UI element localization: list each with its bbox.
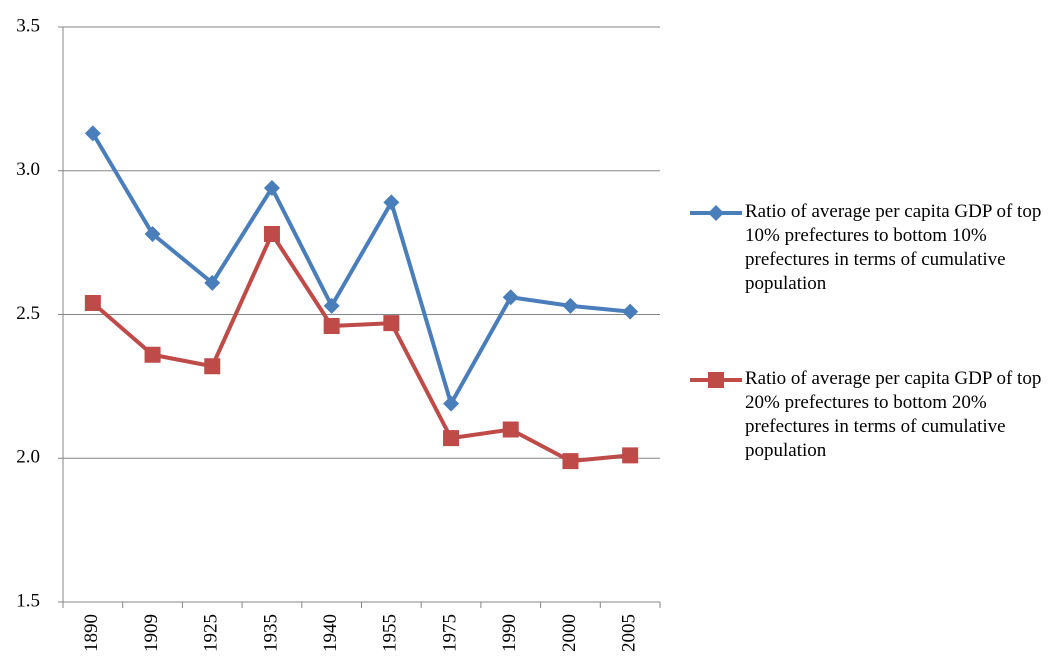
series-line [91,232,631,464]
data-point [323,318,340,334]
data-point [502,421,519,438]
data-point [204,274,221,291]
data-point [443,395,460,412]
x-tick-label: 1975 [439,614,460,652]
y-tick-label: 1.5 [16,590,40,611]
data-point [562,453,579,470]
x-tick-label: 1935 [260,614,281,652]
x-tick-label: 1925 [201,614,222,652]
x-tick-label: 2000 [559,614,580,652]
legend-marker [708,372,724,388]
data-point [502,289,519,306]
x-tick-label: 2005 [619,614,640,652]
x-tick-label: 1909 [141,614,162,652]
data-point [144,226,161,242]
data-point [323,297,340,314]
data-point [622,303,639,320]
legend-label: Ratio of average per capita GDP of top 1… [745,201,1042,294]
x-tick-label: 1940 [320,614,341,652]
series-line [91,132,631,406]
data-point [84,125,101,142]
legend-marker [708,205,724,221]
data-point [144,346,161,363]
x-tick-label: 1890 [81,614,102,652]
y-tick-label: 3.5 [16,15,40,36]
data-point [383,194,400,211]
y-tick-label: 2.0 [16,447,40,468]
data-point [562,297,579,314]
data-point [383,315,400,332]
y-tick-label: 3.0 [16,159,40,180]
y-tick-label: 2.5 [16,303,40,324]
data-point [263,226,280,242]
data-point [84,295,101,311]
data-point [622,447,639,464]
data-point [263,180,280,196]
x-tick-label: 1990 [499,614,520,652]
data-point [443,430,460,447]
x-tick-label: 1955 [380,614,401,652]
legend-label: Ratio of average per capita GDP of top 2… [745,368,1042,461]
data-point [204,358,221,375]
